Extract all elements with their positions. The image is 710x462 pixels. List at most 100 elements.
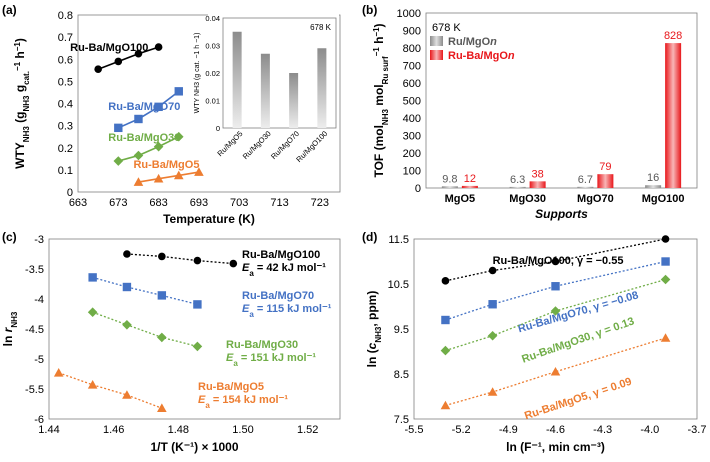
y-tick-label-a: 0.3 <box>58 121 73 133</box>
inset-bar <box>317 48 327 128</box>
fit-line-d <box>445 260 666 321</box>
inset-y-tick-label: 0.02 <box>205 69 220 78</box>
bar-value-label-b: 79 <box>599 161 611 173</box>
legend-label-b: Ru/MgOn <box>448 36 497 48</box>
y-tick-label-c: -4.5 <box>25 324 44 336</box>
series-line-a <box>118 135 180 162</box>
y-tick-label-b: 700 <box>403 61 421 73</box>
fit-line-c <box>92 311 198 348</box>
data-point-a <box>174 87 183 96</box>
inset-y-tick-label: 0.01 <box>205 97 220 106</box>
x-axis-label-c: 1/T (K⁻¹) × 1000 <box>150 440 238 454</box>
activation-energy-c: Ea = 115 kJ mol⁻¹ <box>242 303 332 319</box>
data-point-d <box>551 257 560 266</box>
data-point-c <box>157 403 167 412</box>
data-point-a <box>134 114 143 124</box>
data-point-c <box>122 320 132 330</box>
plot-frame-b <box>425 12 698 189</box>
x-tick-label-a: 723 <box>311 197 329 209</box>
data-point-a <box>173 170 184 180</box>
bar-value-label-b: 6.3 <box>510 174 525 186</box>
data-point-a <box>94 65 102 74</box>
y-tick-label-c: -4 <box>34 294 44 306</box>
data-point-d <box>487 387 498 396</box>
data-point-d <box>661 257 670 266</box>
x-tick-label-d: -5.5 <box>405 424 424 436</box>
bar-value-label-b: 16 <box>647 172 659 184</box>
bar-b <box>461 185 478 188</box>
y-tick-label-b: 800 <box>403 43 421 55</box>
y-tick-label-d: 10.5 <box>388 279 409 291</box>
inset-y-tick-label: 0.04 <box>205 14 220 23</box>
y-tick-label-a: 0 <box>67 187 73 199</box>
fit-line-c <box>58 372 163 409</box>
data-point-d <box>441 277 450 285</box>
legend-swatch-b <box>430 36 443 46</box>
data-point-a <box>133 177 144 186</box>
data-point-c <box>193 256 202 265</box>
legend-label-b: Ru-Ba/MgOn <box>448 50 515 62</box>
fit-line-c <box>92 276 198 306</box>
data-point-c <box>87 380 98 389</box>
data-point-c <box>122 390 132 399</box>
activation-energy-c: Ea = 154 kJ mol⁻¹ <box>198 394 288 410</box>
activation-energy-c: Ea = 151 kJ mol⁻¹ <box>226 352 316 368</box>
y-tick-label-b: 100 <box>403 166 421 178</box>
series-label-a: Ru-Ba/MgO70 <box>108 101 180 113</box>
series-label-d: Ru-Ba/MgO5, γ = 0.09 <box>523 376 633 423</box>
data-point-a <box>173 131 184 142</box>
series-label-a: Ru-Ba/MgO30 <box>108 132 180 144</box>
panel-label-c: (c) <box>2 230 17 244</box>
series-line-a <box>117 90 180 129</box>
data-point-d <box>550 366 561 376</box>
x-tick-label-a: 693 <box>190 197 208 209</box>
plot-frame-c <box>48 238 341 420</box>
x-tick-label-a: 673 <box>109 197 127 209</box>
x-tick-label-c: 1.46 <box>103 424 124 436</box>
data-point-a <box>194 167 204 176</box>
data-point-c <box>53 368 64 377</box>
inset-background <box>208 14 339 176</box>
series-name-c: Ru-Ba/MgO70 <box>242 290 314 302</box>
fit-line-d <box>445 278 666 352</box>
x-axis-label-b: Supports <box>535 207 588 221</box>
category-label-b: MgO100 <box>642 193 685 205</box>
data-point-c <box>193 300 202 309</box>
y-tick-label-a: 0.8 <box>58 10 73 22</box>
category-label-b: MgO30 <box>509 193 546 205</box>
y-tick-label-a: 0.6 <box>58 54 73 66</box>
y-axis-label-d: ln (cNH3, ppm) <box>365 291 383 368</box>
bar-b <box>577 186 594 188</box>
y-tick-label-c: -3 <box>34 234 44 246</box>
data-point-a <box>114 123 123 133</box>
fit-line-d <box>445 238 666 282</box>
data-point-d <box>488 266 497 275</box>
bar-value-label-b: 828 <box>664 30 682 42</box>
data-point-d <box>550 306 561 316</box>
inset-bar <box>232 31 242 128</box>
y-tick-label-d: 7.5 <box>394 414 409 426</box>
x-tick-label-c: 1.50 <box>232 424 253 436</box>
data-point-c <box>122 282 132 292</box>
inset-frame <box>222 17 337 129</box>
data-point-d <box>488 300 497 309</box>
data-point-d <box>660 333 671 342</box>
y-axis-label-c: ln rNH3 <box>1 311 19 346</box>
x-tick-label-c: 1.52 <box>297 424 318 436</box>
panel-label-d: (d) <box>362 230 377 244</box>
series-line-a <box>97 46 159 70</box>
x-axis-label-a: Temperature (K) <box>163 212 255 226</box>
y-tick-label-c: -5.5 <box>25 384 44 396</box>
panel-label-a: (a) <box>2 3 17 17</box>
series-line-a <box>138 171 200 183</box>
data-point-a <box>134 49 143 58</box>
x-tick-label-a: 703 <box>230 197 248 209</box>
y-tick-label-a: 0.7 <box>58 32 73 44</box>
series-label-d: Ru-Ba/MgO100, γ = −0.55 <box>493 255 624 267</box>
y-tick-label-b: 1000 <box>397 8 421 20</box>
series-name-c: Ru-Ba/MgO5 <box>198 381 264 393</box>
data-point-d <box>660 274 671 285</box>
bar-value-label-b: 9.8 <box>442 173 457 185</box>
